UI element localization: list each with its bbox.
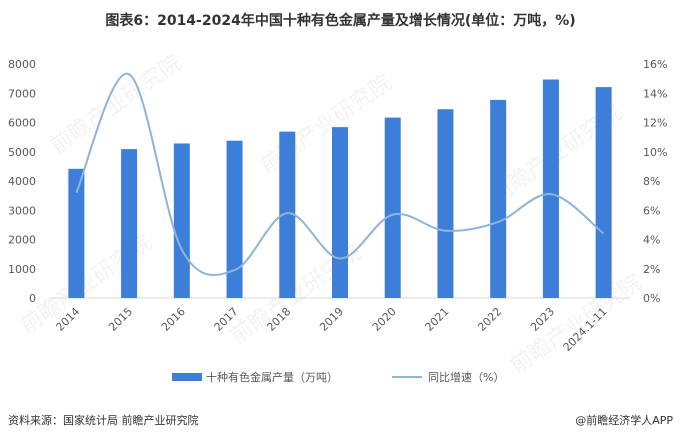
y-left-tick-label: 2000 — [8, 234, 36, 247]
y-left-tick-label: 3000 — [8, 204, 36, 217]
bar-2017 — [226, 140, 243, 298]
y-left-tick-label: 4000 — [8, 175, 36, 188]
y-left-tick-label: 0 — [29, 292, 36, 305]
y-right-tick-label: 4% — [643, 234, 660, 247]
x-tick-label: 2015 — [106, 305, 135, 334]
y-left-tick-label: 6000 — [8, 117, 36, 130]
credit-note: @前瞻经济学人APP — [575, 414, 673, 427]
y-left-tick-label: 8000 — [8, 58, 36, 71]
legend-bar-swatch — [172, 373, 202, 381]
y-right-tick-label: 2% — [643, 263, 660, 276]
y-left-tick-label: 7000 — [8, 87, 36, 100]
x-tick-label: 2022 — [475, 305, 504, 334]
legend-line-label: 同比增速（%） — [428, 370, 504, 384]
bar-2019 — [332, 127, 348, 299]
y-right-tick-label: 0% — [643, 292, 660, 305]
bar-2014 — [68, 168, 85, 298]
x-tick-label: 2019 — [317, 305, 346, 334]
chart-title: 图表6：2014-2024年中国十种有色金属产量及增长情况(单位：万吨，%) — [105, 13, 576, 29]
y-right-tick-label: 16% — [643, 58, 667, 71]
bar-2021 — [437, 109, 454, 299]
growth-line — [75, 73, 605, 276]
bar-2020 — [384, 117, 401, 298]
bar-2024.1-11 — [595, 87, 612, 298]
bar-2022 — [490, 99, 507, 298]
y-right-tick-label: 10% — [643, 146, 667, 159]
watermark-text: 前瞻产业研究院 — [256, 70, 397, 179]
y-right-tick-label: 12% — [643, 117, 667, 130]
bar-2018 — [279, 131, 296, 298]
x-tick-label: 2016 — [159, 305, 188, 334]
source-note: 资料来源：国家统计局 前瞻产业研究院 — [8, 414, 199, 427]
legend-bar-label: 十种有色金属产量（万吨） — [206, 370, 338, 384]
y-left-tick-label: 5000 — [8, 146, 36, 159]
bar-2015 — [121, 149, 138, 298]
y-right-tick-label: 6% — [643, 204, 660, 217]
watermark-text: 前瞻产业研究院 — [46, 50, 187, 159]
y-left-tick-label: 1000 — [8, 263, 36, 276]
x-tick-label: 2020 — [370, 305, 399, 334]
y-right-tick-label: 8% — [643, 175, 660, 188]
bar-2023 — [542, 79, 559, 298]
bar-2016 — [173, 143, 190, 298]
y-right-tick-label: 14% — [643, 87, 667, 100]
x-tick-label: 2021 — [423, 305, 452, 334]
